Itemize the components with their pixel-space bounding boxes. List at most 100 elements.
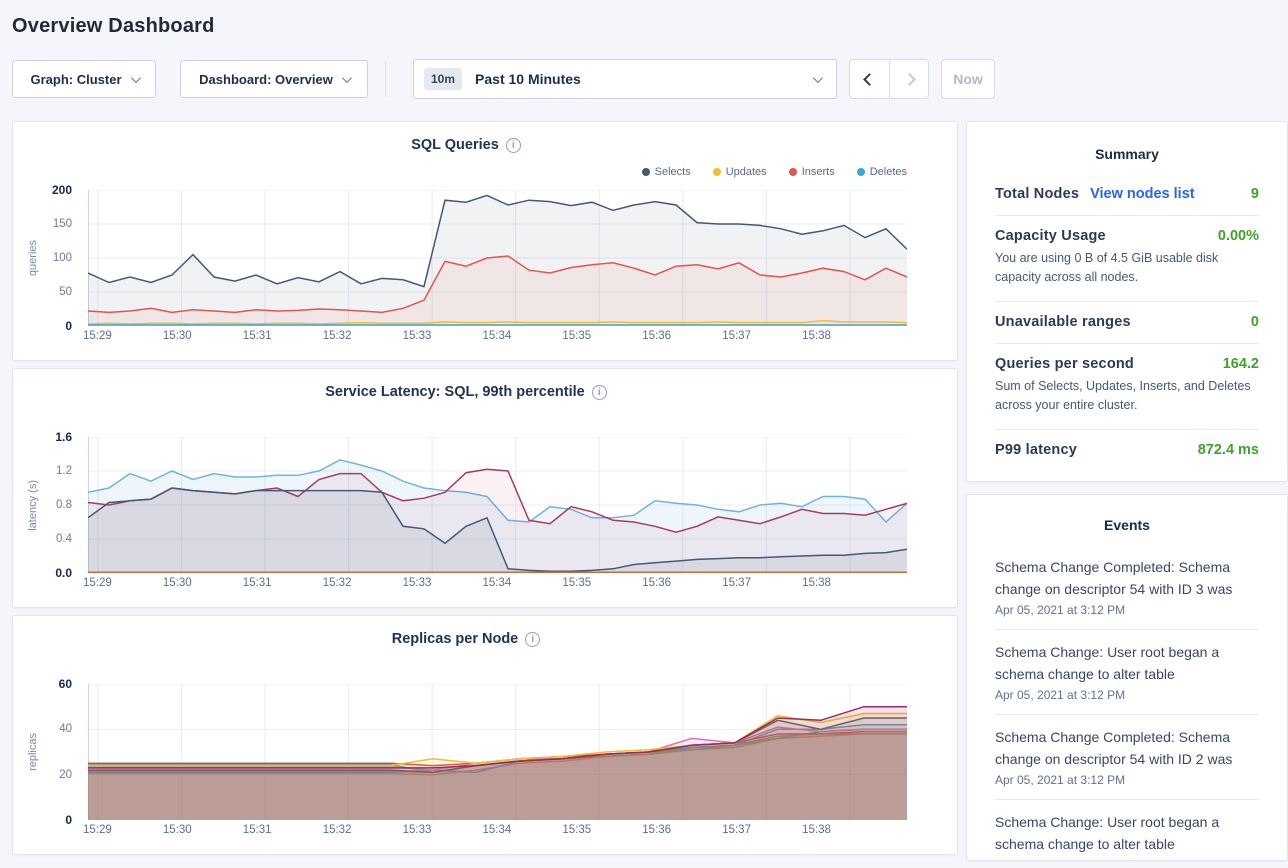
event-message: Schema Change: User root began a schema … <box>995 643 1220 682</box>
y-tick-label: 40 <box>59 723 72 736</box>
time-back-button[interactable] <box>849 59 889 99</box>
legend-label: Deletes <box>869 166 907 178</box>
events-panel: Events Schema Change Completed: Schema c… <box>966 493 1288 861</box>
chevron-right-icon <box>902 72 916 86</box>
event-message: Schema Change: User root began a schema … <box>995 814 1220 853</box>
graph-dropdown-label: Graph: Cluster <box>30 71 122 87</box>
y-tick-label: 0.4 <box>56 533 72 545</box>
y-tick-label: 150 <box>52 218 72 230</box>
chart-card-replicas-per-node: Replicas per Node i replicas 0 20 40 60 15:… <box>12 615 958 855</box>
x-tick-label: 15:32 <box>322 330 352 342</box>
y-tick-label: 0 <box>65 813 72 827</box>
summary-label: Capacity Usage <box>995 228 1106 244</box>
x-tick-label: 15:31 <box>242 330 272 342</box>
summary-label: Queries per second <box>995 355 1134 372</box>
event-timestamp: Apr 05, 2021 at 3:11 PM <box>995 858 1259 860</box>
event-timestamp: Apr 05, 2021 at 3:12 PM <box>995 773 1126 788</box>
summary-title: Summary <box>1095 146 1159 162</box>
x-tick-label: 15:37 <box>722 577 751 589</box>
x-tick-label: 15:37 <box>722 824 751 836</box>
legend-dot-icon <box>788 168 797 176</box>
summary-panel: Summary Total Nodes View nodes list 9 Capac… <box>966 121 1288 482</box>
chart-title: SQL Queries <box>411 137 499 153</box>
event-timestamp: Apr 05, 2021 at 3:12 PM <box>995 687 1126 702</box>
sidebar: Summary Total Nodes View nodes list 9 Capac… <box>966 121 1288 861</box>
summary-row: P99 latency 872.4 ms <box>995 430 1259 471</box>
legend-dot-icon <box>712 168 721 176</box>
time-step-buttons <box>849 59 929 99</box>
graph-dropdown[interactable]: Graph: Cluster <box>12 60 156 98</box>
x-tick-label: 15:30 <box>162 824 192 836</box>
y-tick-label: 100 <box>52 252 72 264</box>
event-item: Schema Change: User root began a schema … <box>995 630 1259 715</box>
y-tick-label: 0.8 <box>56 499 72 511</box>
legend-dot-icon <box>856 168 865 176</box>
x-tick-label: 15:29 <box>83 577 112 589</box>
x-axis-ticks: 15:29 15:30 15:31 15:32 15:33 15:34 15:35 15:36… <box>83 820 871 838</box>
info-icon[interactable]: i <box>591 384 607 400</box>
x-tick-label: 15:35 <box>562 577 592 589</box>
chart-plot-area[interactable] <box>88 437 907 573</box>
x-tick-label: 15:34 <box>482 824 512 836</box>
event-item: Schema Change: User root began a schema … <box>995 800 1259 860</box>
event-message: Schema Change Completed: Schema change o… <box>995 728 1233 768</box>
x-tick-label: 15:38 <box>802 824 831 836</box>
y-axis-ticks: 0 50 100 150 200 <box>25 183 76 333</box>
x-tick-label: 15:30 <box>162 330 192 342</box>
y-tick-label: 50 <box>59 286 72 298</box>
y-tick-label: 1.6 <box>55 430 72 444</box>
chevron-left-icon <box>863 72 876 86</box>
view-nodes-list-link[interactable]: View nodes list <box>1090 186 1195 202</box>
summary-row: Queries per second 164.2 Sum of Selects, U… <box>995 344 1259 430</box>
x-tick-label: 15:31 <box>242 824 272 836</box>
x-tick-label: 15:38 <box>802 330 831 342</box>
chart-plot-area[interactable] <box>88 684 907 820</box>
event-item: Schema Change Completed: Schema change o… <box>995 715 1259 801</box>
y-tick-label: 1.2 <box>56 465 72 477</box>
legend-label: Updates <box>725 166 767 178</box>
summary-row: Capacity Usage 0.00% You are using 0 B of … <box>995 216 1259 302</box>
time-range-picker[interactable]: 10m Past 10 Minutes <box>413 59 837 99</box>
series-line-node-blue <box>88 725 907 773</box>
series-line-node-magenta <box>88 707 907 768</box>
summary-row: Total Nodes View nodes list 9 <box>995 174 1259 216</box>
chart-title: Service Latency: SQL, 99th percentile <box>325 384 585 400</box>
y-tick-label: 0.0 <box>55 566 72 580</box>
x-tick-label: 15:35 <box>562 330 592 342</box>
info-icon[interactable]: i <box>505 137 521 153</box>
event-message: Schema Change Completed: Schema change o… <box>995 558 1233 597</box>
legend-item[interactable]: Updates <box>712 166 767 178</box>
y-tick-label: 60 <box>58 677 72 691</box>
summary-value: 872.4 ms <box>1197 441 1259 458</box>
x-tick-label: 15:29 <box>83 824 112 836</box>
charts-column: SQL Queries i Selects Updates Inserts Delet… <box>12 121 958 855</box>
summary-value: 0 <box>1250 313 1259 330</box>
dashboard-dropdown[interactable]: Dashboard: Overview <box>180 60 368 98</box>
x-tick-label: 15:33 <box>402 330 432 342</box>
y-tick-label: 200 <box>51 183 72 197</box>
toolbar-divider <box>385 61 386 97</box>
legend-item[interactable]: Inserts <box>788 166 835 178</box>
series-line-Inserts <box>88 256 907 312</box>
summary-label: P99 latency <box>995 441 1077 458</box>
chart-card-sql-queries: SQL Queries i Selects Updates Inserts Delet… <box>12 121 958 361</box>
x-axis-ticks: 15:29 15:30 15:31 15:32 15:33 15:34 15:35 15:36… <box>83 326 871 344</box>
chart-card-service-latency: Service Latency: SQL, 99th percentile i … <box>12 368 958 608</box>
x-tick-label: 15:36 <box>642 330 672 342</box>
x-tick-label: 15:33 <box>402 577 432 589</box>
chart-plot-area[interactable] <box>88 190 907 326</box>
toolbar: Graph: Cluster Dashboard: Overview 10m P… <box>12 59 1288 99</box>
series-line-node-blue <box>88 460 907 522</box>
legend-dot-icon <box>641 168 650 176</box>
legend-item[interactable]: Deletes <box>856 166 907 178</box>
series-line-Selects <box>88 195 907 286</box>
now-button[interactable]: Now <box>941 59 995 99</box>
time-forward-button[interactable] <box>889 59 929 99</box>
x-tick-label: 15:34 <box>482 330 512 342</box>
x-tick-label: 15:30 <box>162 577 192 589</box>
legend-item[interactable]: Selects <box>641 166 691 178</box>
chevron-down-icon <box>812 72 823 83</box>
legend-label: Inserts <box>801 166 835 178</box>
info-icon[interactable]: i <box>525 631 541 647</box>
